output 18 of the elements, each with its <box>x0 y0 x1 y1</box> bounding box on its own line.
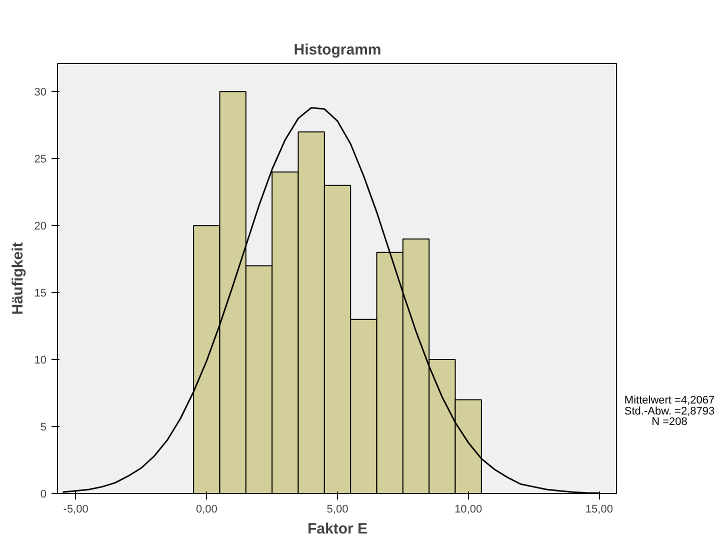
text: Mittelwert =4,2067 <box>624 394 715 406</box>
y-axis-title: Häufigkeit <box>9 242 26 315</box>
y-tick-label: 15 <box>34 288 47 300</box>
x-tick-label: 5,00 <box>326 504 348 516</box>
chart-title: Histogramm <box>294 42 382 58</box>
y-tick-label: 0 <box>40 488 47 500</box>
y-tick-label: 20 <box>34 220 47 233</box>
y-tick-label: 30 <box>34 86 47 99</box>
text: Std.-Abw. =2,8793 <box>624 405 715 418</box>
x-tick-label: -5,00 <box>63 504 88 516</box>
x-tick-label: 15,00 <box>585 504 613 516</box>
text: N =208 <box>652 416 688 428</box>
y-tick-label: 10 <box>34 354 47 367</box>
x-axis-title: Faktor E <box>307 520 368 538</box>
x-tick-label: 0,00 <box>196 504 218 516</box>
x-tick-label: 10,00 <box>454 504 482 516</box>
y-tick-label: 25 <box>34 154 47 166</box>
y-tick-label: 5 <box>40 422 47 434</box>
